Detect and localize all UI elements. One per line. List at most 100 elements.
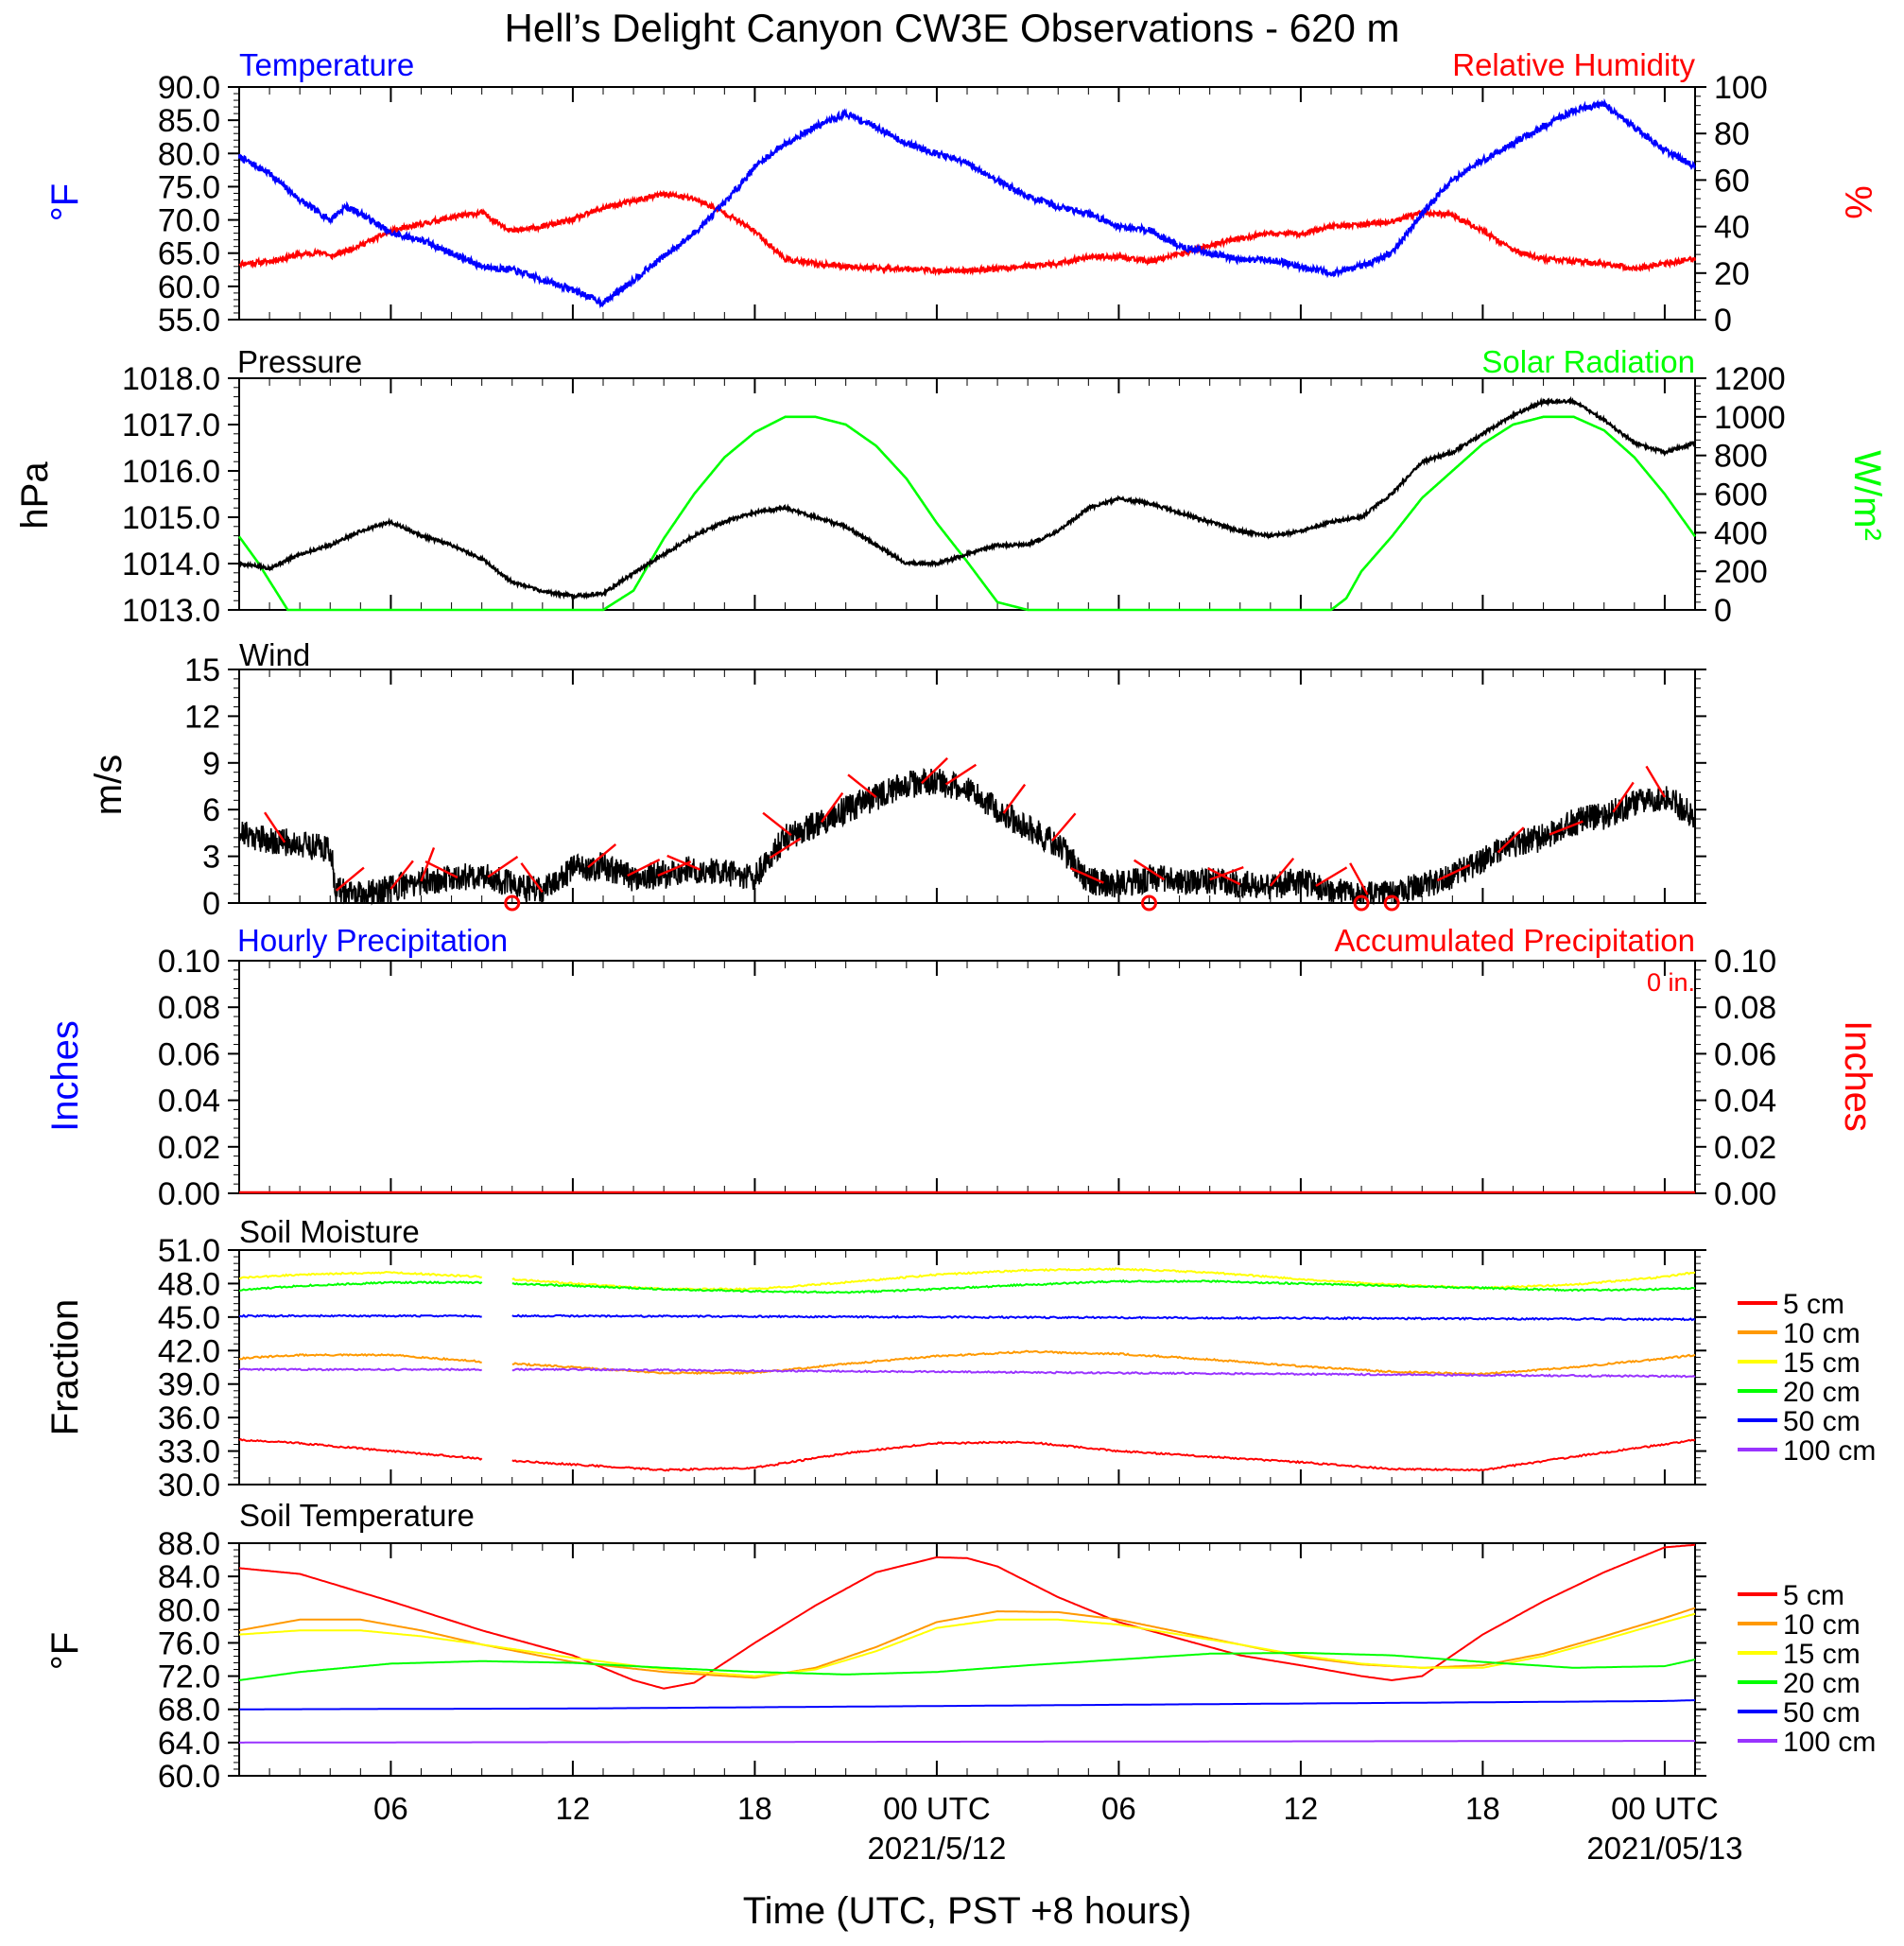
wind-barb: [520, 862, 544, 894]
wind-barb: [847, 773, 877, 798]
wind-barb: [1002, 783, 1027, 814]
wind-barb: [587, 843, 617, 869]
wind-barb: [1050, 812, 1077, 842]
soil-moisture-label: Soil Moisture: [239, 1214, 420, 1249]
wind-barb: [335, 866, 365, 892]
pressure-right-tick-label: 1000: [1714, 400, 1786, 436]
soil-moisture-unit: Fraction: [44, 1299, 86, 1436]
wind-barb: [1497, 826, 1525, 854]
wind-barb: [821, 791, 844, 824]
wind-barb: [921, 756, 948, 785]
accumulated-precip-unit: Inches: [1837, 1020, 1878, 1132]
soil-moisture-panel: Soil Moisture Fraction 51.048.045.042.03…: [44, 1214, 1876, 1503]
wind-barb: [627, 858, 661, 877]
precip-right-tick-label: 0.04: [1714, 1084, 1776, 1120]
soil-temperature-left-tick-label: 76.0: [158, 1625, 220, 1661]
soil-temperature-left-tick-label: 84.0: [158, 1559, 220, 1595]
hourly-precip-unit: Inches: [44, 1020, 86, 1132]
pressure-left-tick-label: 1014.0: [122, 547, 220, 582]
soil-temperature-left-tick-label: 80.0: [158, 1592, 220, 1628]
soil-moisture-line: [238, 1349, 1696, 1376]
x-axis-title: Time (UTC, PST +8 hours): [743, 1890, 1192, 1932]
pressure-right-tick-label: 0: [1714, 593, 1732, 629]
wind-barb: [1207, 867, 1241, 886]
temp-left-tick-label: 55.0: [158, 303, 220, 339]
soil-temperature-left-tick-label: 72.0: [158, 1659, 220, 1695]
pressure-right-tick-label: 600: [1714, 478, 1768, 513]
pressure-unit: hPa: [14, 461, 56, 530]
wind-panel: Wind m/s 15 12 9 6 3 0: [88, 637, 1706, 922]
soil-temperature-line: [239, 1699, 1695, 1711]
temperature-unit: °F: [44, 183, 86, 221]
x-date-label: 2021/5/12: [868, 1831, 1007, 1866]
wind-barb: [1349, 862, 1369, 895]
precip-right-tick-label: 0.00: [1714, 1176, 1776, 1212]
x-tick-label: 00 UTC: [883, 1791, 991, 1826]
temp-right-tick-label: 100: [1714, 70, 1768, 106]
soil-temperature-line: [238, 1652, 1696, 1681]
x-tick-label: 12: [556, 1791, 591, 1826]
temp-left-tick-label: 70.0: [158, 203, 220, 239]
temp-right-tick-label: 80: [1714, 116, 1750, 152]
wind-left-tick-label: 3: [202, 840, 220, 876]
soil-temperature-line: [238, 1543, 1696, 1690]
temperature-line: [237, 97, 1697, 309]
precip-right-tick-label: 0.10: [1714, 944, 1776, 980]
wind-barb: [1269, 857, 1295, 887]
soil-moisture-line: [238, 1367, 1696, 1379]
wind-left-tick-label: 9: [202, 746, 220, 782]
pressure-right-tick-label: 800: [1714, 439, 1768, 475]
solar-radiation-line: [237, 415, 1697, 612]
calm-wind-marker: [1141, 895, 1157, 912]
temperature-label: Temperature: [239, 47, 414, 82]
soil-moisture-left-tick-label: 45.0: [158, 1300, 220, 1336]
soil-moisture-left-tick-label: 39.0: [158, 1367, 220, 1403]
wind-label: Wind: [239, 637, 310, 672]
pressure-right-tick-label: 200: [1714, 554, 1768, 590]
soil-temperature-left-tick-label: 68.0: [158, 1693, 220, 1729]
legend-entry: 50 cm: [1783, 1406, 1861, 1437]
pressure-solar-panel: Pressure Solar Radiation hPa W/m² 1018.0…: [14, 344, 1888, 629]
wind-barb: [1133, 859, 1166, 881]
x-tick-label: 12: [1284, 1791, 1319, 1826]
x-tick-label: 18: [1465, 1791, 1500, 1826]
soil-temperature-line: [238, 1612, 1696, 1677]
temp-left-tick-label: 80.0: [158, 136, 220, 172]
pressure-left-tick-label: 1018.0: [122, 361, 220, 397]
wind-speed-line: [238, 768, 1696, 906]
legend-entry: 100 cm: [1783, 1435, 1876, 1467]
legend-entry: 20 cm: [1783, 1377, 1861, 1408]
temperature-humidity-panel: Temperature Relative Humidity °F % 90.08…: [44, 47, 1878, 339]
wind-barb: [769, 837, 802, 860]
humidity-label: Relative Humidity: [1452, 47, 1695, 82]
pressure-left-tick-label: 1017.0: [122, 408, 220, 443]
temp-left-tick-label: 85.0: [158, 103, 220, 139]
x-tick-label: 18: [737, 1791, 772, 1826]
precip-left-tick-label: 0.00: [158, 1176, 220, 1212]
precipitation-panel: Hourly Precipitation Accumulated Precipi…: [44, 923, 1878, 1212]
calm-wind-marker: [1353, 895, 1370, 912]
wind-left-tick-label: 15: [184, 652, 220, 688]
legend-entry: 5 cm: [1783, 1289, 1844, 1320]
solar-radiation-label: Solar Radiation: [1481, 344, 1695, 379]
solar-radiation-unit: W/m²: [1846, 450, 1888, 541]
legend-entry: 50 cm: [1783, 1697, 1861, 1729]
wind-unit: m/s: [88, 755, 130, 815]
wind-barb: [762, 811, 792, 837]
precip-right-tick-label: 0.08: [1714, 990, 1776, 1026]
temp-left-tick-label: 60.0: [158, 269, 220, 305]
wind-barb: [1209, 865, 1244, 881]
legend-entry: 15 cm: [1783, 1639, 1861, 1670]
x-tick-label: 00 UTC: [1611, 1791, 1719, 1826]
soil-moisture-line: [238, 1313, 1696, 1322]
soil-temperature-left-tick-label: 64.0: [158, 1726, 220, 1762]
humidity-unit: %: [1837, 185, 1878, 219]
soil-moisture-left-tick-label: 30.0: [158, 1468, 220, 1503]
temp-left-tick-label: 65.0: [158, 236, 220, 272]
legend-entry: 10 cm: [1783, 1318, 1861, 1349]
wind-barb: [389, 860, 414, 890]
pressure-left-tick-label: 1015.0: [122, 500, 220, 536]
precip-left-tick-label: 0.08: [158, 990, 220, 1026]
wind-barb: [666, 854, 701, 871]
